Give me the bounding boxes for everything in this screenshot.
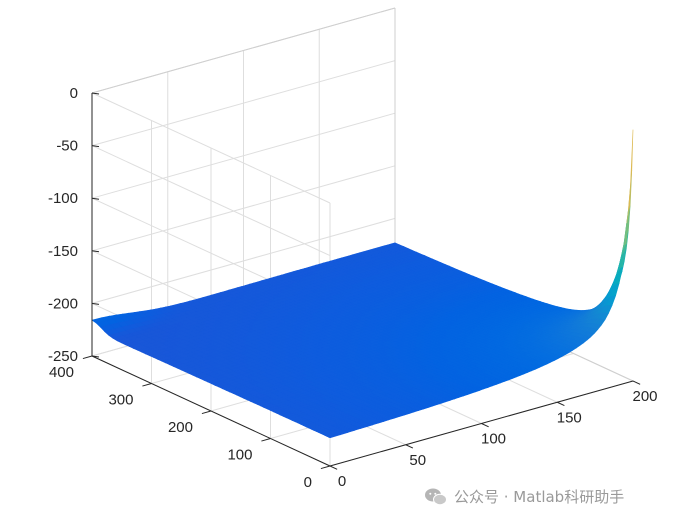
x-tick	[632, 380, 641, 385]
y-tick-label: 300	[108, 392, 133, 409]
surface-mesh	[91, 129, 634, 439]
x-tick-label: 100	[481, 431, 506, 448]
z-tick-label: -50	[56, 138, 78, 155]
y-tick	[201, 410, 212, 415]
grid-line	[91, 145, 331, 257]
y-tick	[142, 383, 152, 387]
x-tick-label: 150	[557, 409, 582, 426]
z-tick-label: 0	[70, 85, 78, 102]
x-tick-label: 200	[632, 388, 657, 405]
x-tick	[329, 465, 338, 470]
x-tick	[481, 423, 489, 428]
watermark-text: 公众号 · Matlab科研助手	[454, 488, 625, 506]
wechat-icon	[425, 488, 447, 505]
y-tick	[261, 438, 271, 442]
x-tick	[405, 444, 414, 449]
y-tick-label: 200	[168, 419, 193, 436]
box-edge	[91, 7, 396, 94]
z-tick-label: -100	[48, 190, 78, 207]
z-tick-label: -250	[48, 348, 78, 365]
x-tick-label: 0	[338, 473, 346, 490]
z-tick-label: -150	[48, 243, 78, 260]
grid-line	[91, 217, 396, 304]
z-tick-label: -200	[48, 295, 78, 312]
grid-line	[91, 165, 396, 252]
y-tick-label: 100	[227, 447, 252, 464]
x-tick	[557, 401, 565, 407]
y-tick	[320, 465, 331, 470]
x-tick-label: 50	[409, 452, 426, 469]
y-tick	[82, 355, 93, 360]
grid-line	[91, 60, 396, 147]
watermark: 公众号 · Matlab科研助手	[424, 486, 624, 507]
grid-line	[91, 92, 331, 204]
grid-line	[91, 112, 396, 199]
y-tick-label: 0	[304, 474, 312, 491]
y-tick-label: 400	[49, 364, 74, 381]
